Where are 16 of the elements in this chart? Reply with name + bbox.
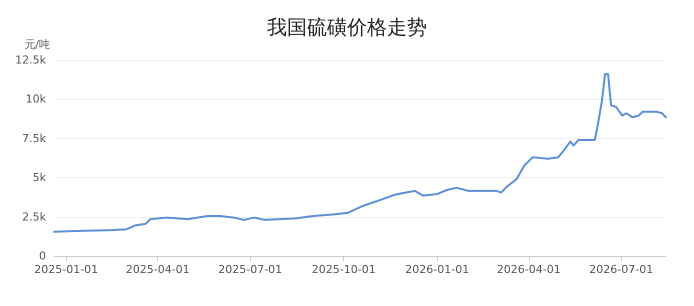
x-tick-label: 2026-07-01 (589, 263, 654, 276)
y-tick-label: 2.5k (22, 210, 47, 224)
y-tick-label: 0 (39, 250, 46, 262)
chart-title: 我国硫磺价格走势 (267, 15, 427, 39)
x-tick-label: 2025-01-01 (34, 263, 98, 276)
x-tick-label: 2025-04-01 (126, 263, 190, 276)
x-tick-label: 2026-01-01 (405, 263, 470, 276)
line-series (53, 73, 667, 233)
y-tick-label: 12.5k (15, 54, 47, 66)
x-tick-label: 2025-10-01 (312, 263, 376, 276)
x-tick-label: 2025-07-01 (218, 263, 282, 276)
y-tick-label: 10k (26, 92, 47, 106)
y-axis-title: 元/吨 (24, 38, 50, 51)
y-tick-label: 5k (32, 171, 47, 184)
x-tick-label: 2026-04-01 (496, 263, 561, 276)
y-tick-label: 7.5k (22, 132, 47, 145)
